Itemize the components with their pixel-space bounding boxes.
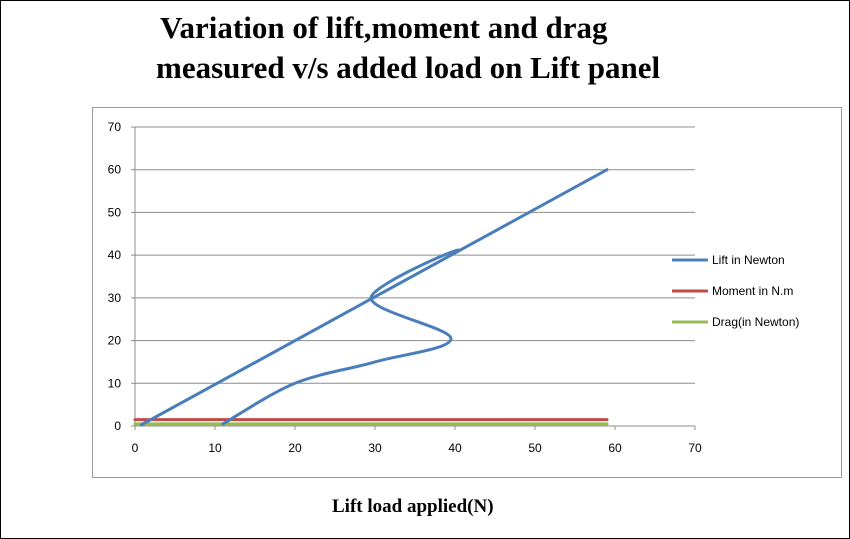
y-tick-label-20: 20: [108, 334, 122, 348]
x-axis-label: Lift load applied(N): [332, 496, 494, 517]
legend-label-moment-in-n-m: Moment in N.m: [712, 284, 793, 298]
legend-label-lift-in-newton: Lift in Newton: [712, 253, 785, 267]
x-tick-label-10: 10: [208, 441, 222, 455]
x-tick-label-40: 40: [448, 441, 462, 455]
x-tick-label-50: 50: [528, 441, 542, 455]
y-tick-label-30: 30: [108, 291, 122, 305]
legend-label-drag-in-newton: Drag(in Newton): [712, 315, 799, 329]
y-tick-label-10: 10: [108, 376, 122, 390]
x-tick-label-30: 30: [368, 441, 382, 455]
y-tick-label-0: 0: [114, 419, 121, 433]
chart-area: [92, 107, 842, 478]
y-tick-label-70: 70: [108, 120, 122, 134]
chart-title: Variation of lift,moment and drag measur…: [100, 8, 760, 88]
chart-title-line-1: Variation of lift,moment and drag: [160, 10, 608, 45]
y-tick-label-40: 40: [108, 248, 122, 262]
x-tick-label-0: 0: [132, 441, 139, 455]
x-tick-label-20: 20: [288, 441, 302, 455]
x-tick-label-60: 60: [608, 441, 622, 455]
y-tick-label-60: 60: [108, 163, 122, 177]
series-line-lift-in-newton: [139, 168, 609, 427]
x-tick-label-70: 70: [688, 441, 702, 455]
chart-title-line-2: measured v/s added load on Lift panel: [156, 50, 661, 85]
y-tick-label-50: 50: [108, 205, 122, 219]
